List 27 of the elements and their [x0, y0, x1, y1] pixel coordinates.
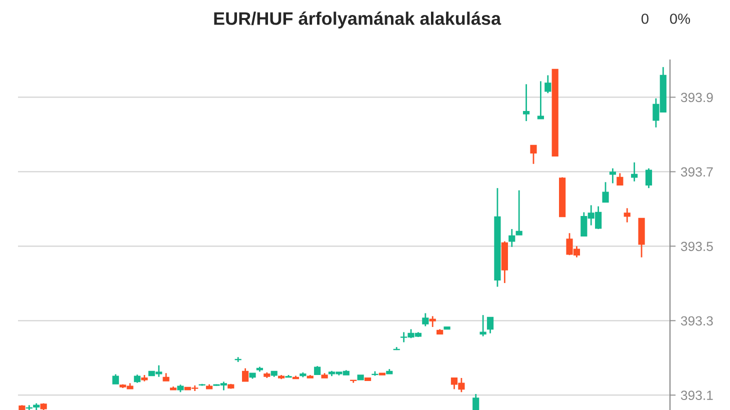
candlestick — [645, 168, 652, 189]
candlestick — [609, 168, 616, 184]
candlestick — [544, 74, 552, 94]
candlestick — [516, 190, 522, 236]
candlestick — [522, 84, 530, 122]
candlestick — [422, 312, 429, 327]
candlestick — [26, 404, 32, 410]
candlestick — [508, 228, 516, 248]
candlestick — [530, 144, 537, 165]
candlestick — [616, 172, 624, 186]
candlestick — [472, 393, 480, 410]
text: 0 — [642, 14, 648, 24]
candlestick — [602, 181, 609, 203]
candlestick — [429, 315, 436, 328]
text: 0% — [670, 14, 690, 24]
chart-title: EUR/HUF árfolyamának alakulása — [214, 12, 502, 28]
y-tick-label: 393.3 — [680, 316, 713, 326]
y-tick-label: 393.5 — [680, 242, 713, 252]
candlestick — [624, 207, 630, 224]
candlestick — [242, 368, 249, 382]
candlestick — [480, 314, 486, 337]
candlestick — [486, 316, 494, 334]
candlestick — [112, 374, 119, 385]
y-tick-label: 393.1 — [680, 390, 713, 400]
candlestick — [631, 162, 638, 182]
y-tick-label: 393.9 — [680, 92, 713, 102]
y-tick-label: 393.7 — [680, 167, 713, 177]
